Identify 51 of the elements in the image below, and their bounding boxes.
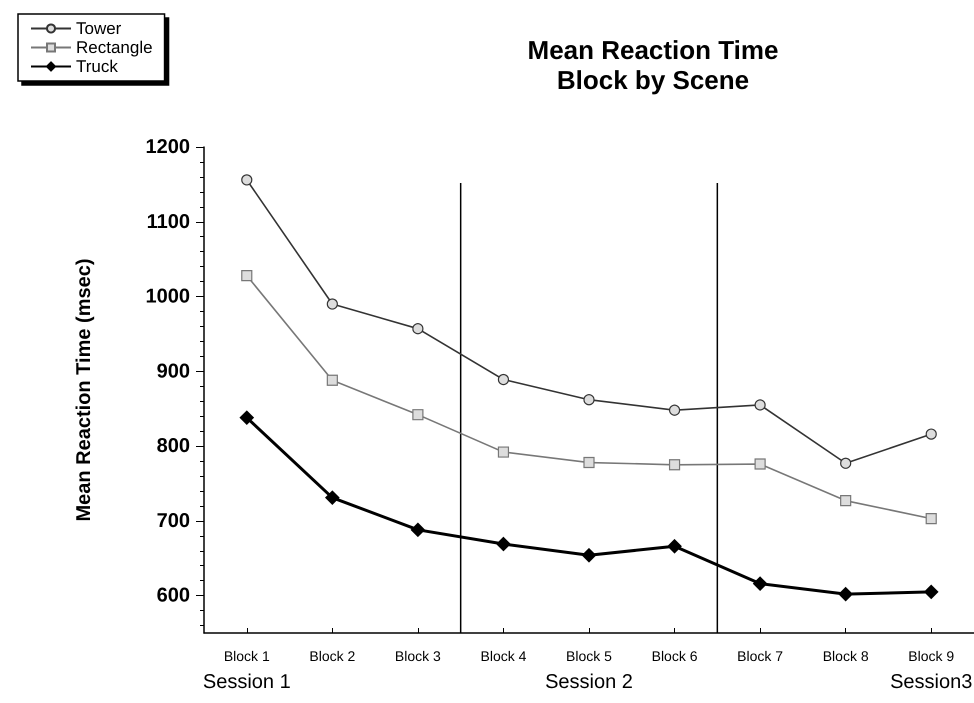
point	[498, 374, 510, 386]
point	[924, 584, 938, 599]
x-tick-label: Block 7	[737, 648, 784, 664]
y-tick-label: 700	[156, 510, 190, 532]
legend-label: Rectangle	[76, 38, 153, 57]
x-tick-label: Block 3	[394, 648, 442, 664]
point	[840, 458, 852, 469]
point	[240, 410, 254, 425]
x-tick-label: Block 9	[908, 648, 954, 664]
point	[754, 399, 766, 411]
point	[412, 409, 424, 420]
point	[926, 513, 937, 524]
y-tick-label: 1200	[146, 136, 190, 158]
point	[241, 270, 252, 282]
point	[412, 323, 424, 334]
x-tick-label: Block 4	[480, 648, 527, 664]
y-tick-label: 1000	[146, 286, 190, 308]
point	[583, 456, 595, 468]
point	[325, 490, 340, 505]
x-tick-label: Block 1	[224, 648, 270, 664]
x-tick-label: Block 8	[822, 648, 869, 664]
chart-title: Mean Reaction Time Block by Scene	[528, 35, 778, 95]
point	[754, 458, 766, 470]
point	[668, 404, 680, 416]
point	[583, 394, 595, 406]
x-tick-label: Block 6	[652, 648, 698, 664]
point	[496, 536, 511, 552]
y-tick-label: 600	[156, 584, 190, 607]
text: Session 1	[202, 671, 291, 693]
text: Session3	[890, 671, 972, 693]
point	[840, 495, 852, 506]
legend-label: Tower	[76, 19, 122, 38]
point	[582, 548, 596, 562]
text: Session 2	[545, 671, 633, 693]
y-tick-label: 900	[156, 360, 190, 382]
y-tick-label: 1100	[146, 210, 190, 233]
point	[926, 428, 937, 440]
point	[326, 374, 338, 386]
point	[667, 539, 682, 554]
point	[326, 298, 338, 310]
x-tick-label: Block 5	[566, 648, 612, 664]
y-axis-title: Mean Reaction Time (msec)	[73, 258, 95, 522]
legend-label: Truck	[76, 57, 118, 76]
point	[753, 576, 768, 591]
point	[410, 522, 425, 537]
point	[498, 446, 510, 458]
point	[668, 459, 680, 470]
y-tick-label: 800	[156, 435, 190, 458]
point	[838, 587, 853, 602]
x-tick-label: Block 2	[309, 648, 356, 664]
point	[241, 174, 252, 186]
